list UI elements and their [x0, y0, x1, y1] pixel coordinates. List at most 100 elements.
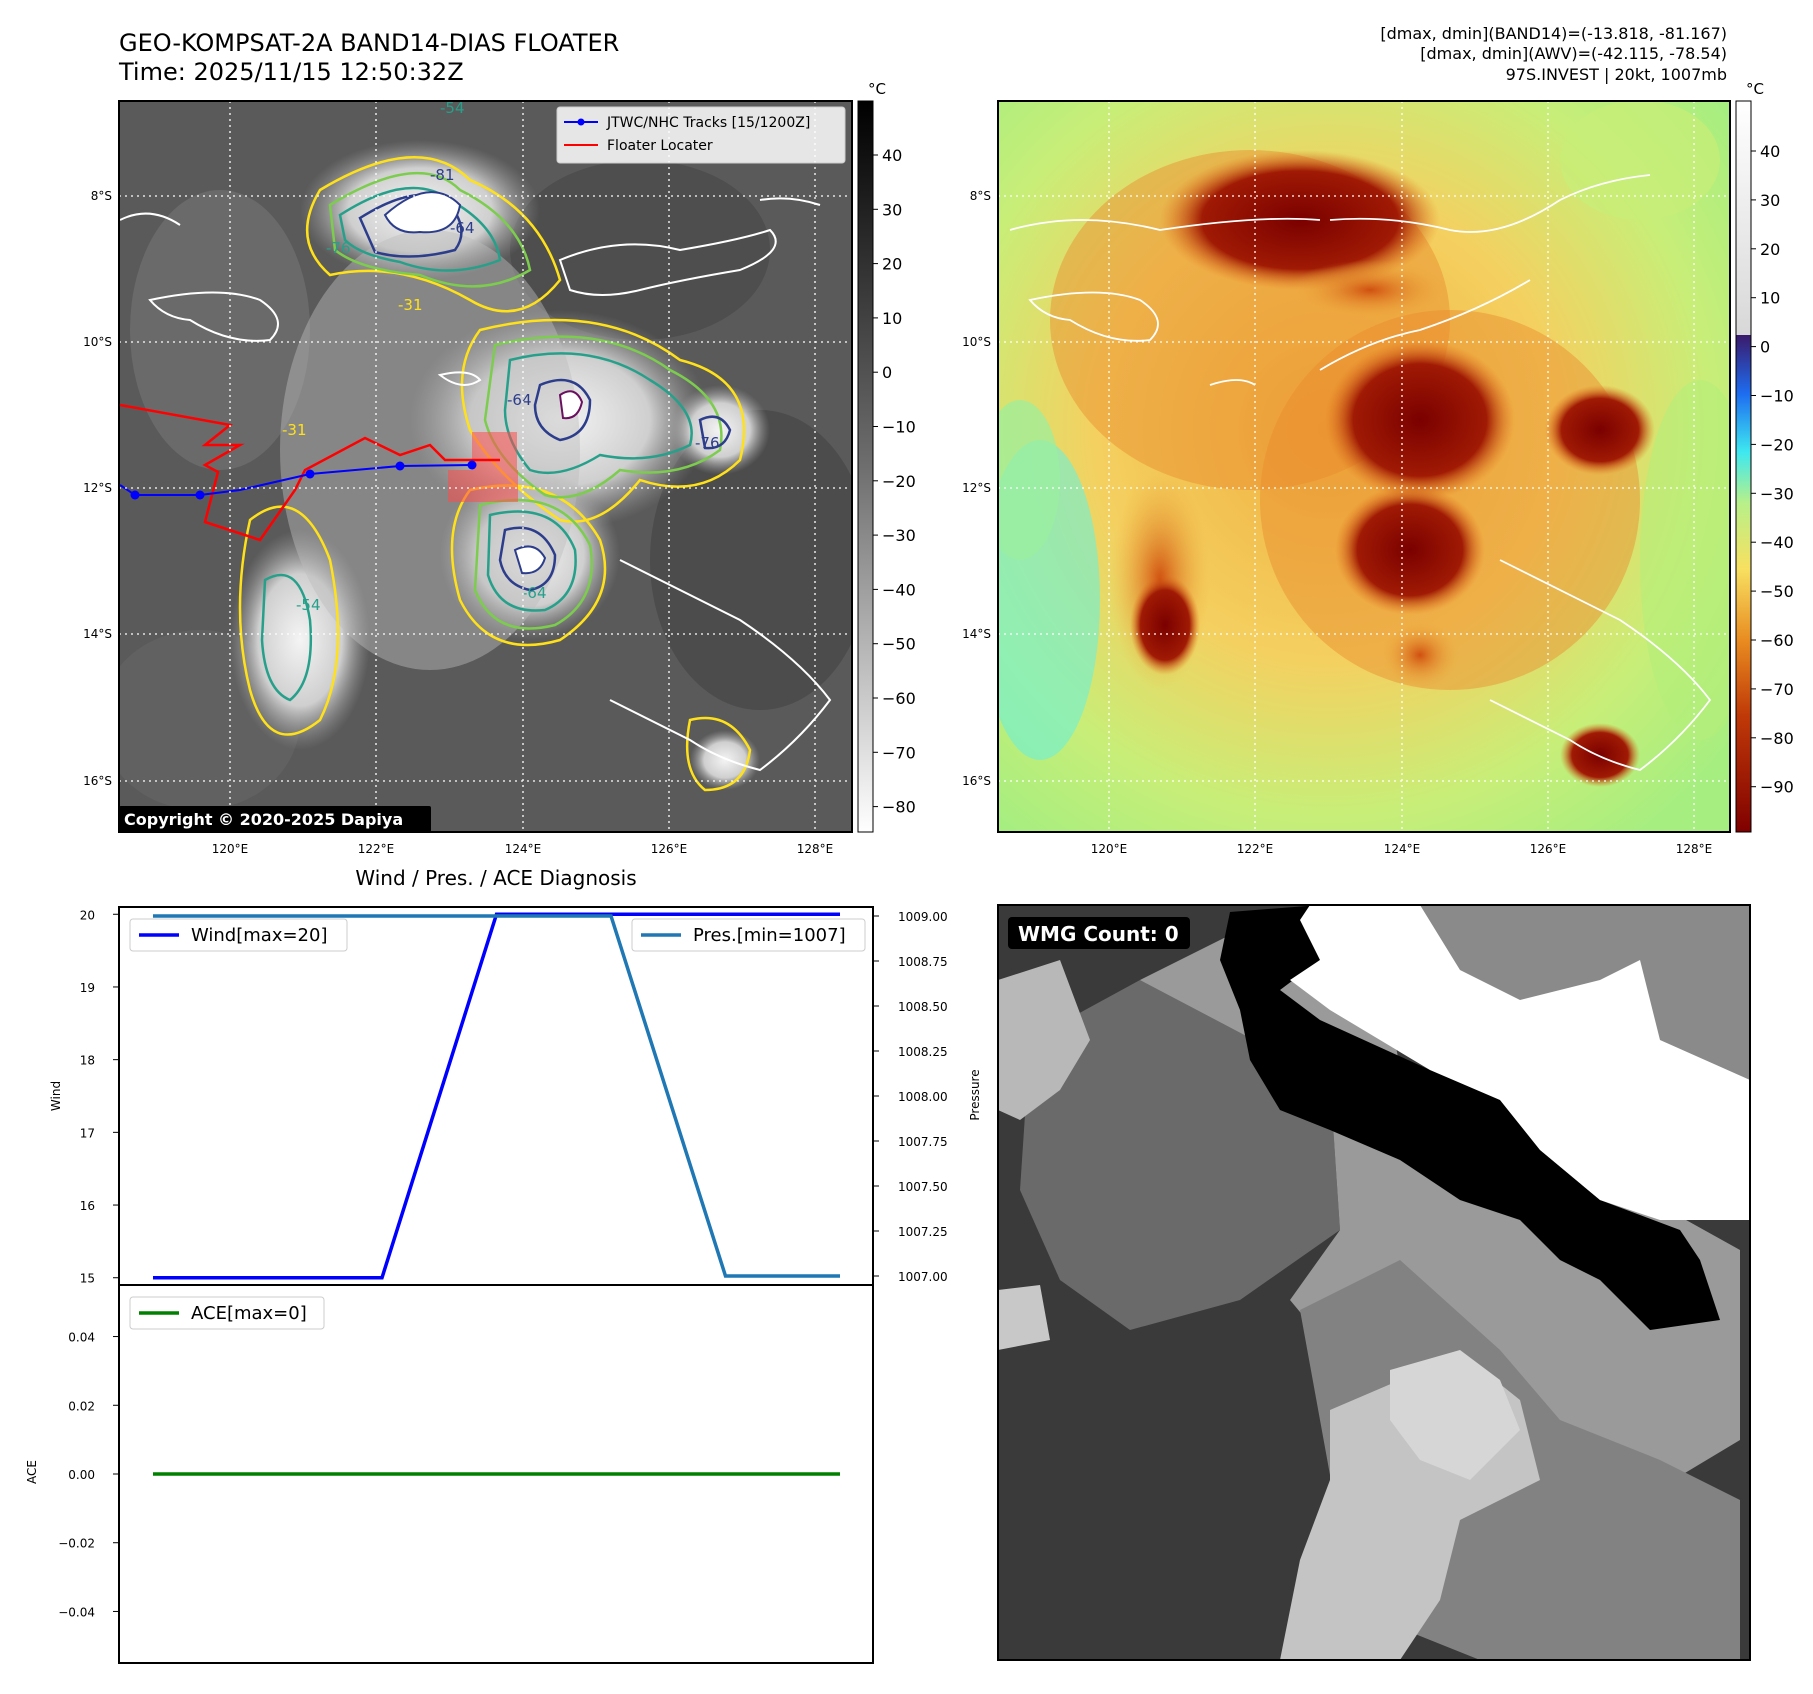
legend-ace: ACE[max=0]: [191, 1303, 307, 1324]
ir-lon-labels: 120°E 122°E 124°E 126°E 128°E: [212, 842, 834, 856]
info-storm: 97S.INVEST | 20kt, 1007mb: [1506, 65, 1727, 84]
colorbar-tick-label: −60: [1760, 631, 1794, 650]
figure-title: GEO-KOMPSAT-2A BAND14-DIAS FLOATER: [119, 29, 619, 57]
info-awv: [dmax, dmin](AWV)=(-42.115, -78.54): [1420, 44, 1727, 63]
figure-time: Time: 2025/11/15 12:50:32Z: [118, 58, 464, 86]
colorbar-tick-label: −50: [1760, 582, 1794, 601]
colorbar-tick-label: −70: [882, 743, 916, 762]
wmg-axis-label: Pressure: [968, 1069, 982, 1120]
legend-tracks: JTWC/NHC Tracks [15/1200Z]: [606, 115, 810, 131]
wind-tick-label: 20: [80, 908, 95, 922]
contour-label: -54: [296, 596, 321, 614]
diagnosis-title: Wind / Pres. / ACE Diagnosis: [355, 866, 636, 890]
colorbar-tick-label: 30: [882, 200, 902, 219]
lat-label: 16°S: [83, 774, 112, 788]
contour-label: -76: [326, 239, 351, 257]
wind-tick-label: 19: [80, 981, 95, 995]
ir-colorbar-unit: °C: [868, 80, 886, 98]
colorbar-tick-label: −30: [1760, 484, 1794, 503]
lat-label: 14°S: [83, 627, 112, 641]
lon-label: 124°E: [505, 842, 542, 856]
ir-map-frame: [118, 100, 853, 833]
colorbar-tick-label: 0: [882, 363, 892, 382]
colorbar-tick-label: −20: [1760, 435, 1794, 454]
colorbar-tick-label: −40: [1760, 533, 1794, 552]
ir-legend: JTWC/NHC Tracks [15/1200Z] Floater Locat…: [556, 106, 846, 164]
contour-label: -64: [507, 391, 532, 409]
wind-tick-label: 17: [80, 1126, 95, 1140]
ace-plot: 0.04 0.02 0.00 −0.02 −0.04 ACE ACE[max=0]: [25, 1284, 874, 1664]
colorbar-tick-label: 10: [1760, 289, 1780, 308]
awv-map-frame: [997, 100, 1731, 833]
lat-label: 10°S: [83, 335, 112, 349]
pres-tick-label: 1007.00: [898, 1270, 948, 1284]
legend-wind: Wind[max=20]: [191, 925, 328, 946]
awv-colorbar-unit: °C: [1746, 80, 1764, 98]
colorbar-tick-label: 40: [1760, 142, 1780, 161]
colorbar-tick-label: −80: [882, 798, 916, 817]
ace-legend: ACE[max=0]: [129, 1296, 325, 1330]
ir-colorbar: °C 40 30 20 10 0 −10 −20 −30 −40 −50 −60 −70 −80: [857, 80, 916, 833]
contour-label: -31: [398, 296, 423, 314]
lat-label: 14°S: [962, 627, 991, 641]
colorbar-tick-label: −40: [882, 580, 916, 599]
lat-label: 8°S: [91, 189, 112, 203]
ir-lat-labels: 8°S 10°S 12°S 14°S 16°S: [83, 189, 112, 788]
pres-tick-label: 1007.25: [898, 1225, 948, 1239]
colorbar-tick-label: −90: [1760, 778, 1794, 797]
lon-label: 124°E: [1384, 842, 1421, 856]
legend-pres: Pres.[min=1007]: [693, 925, 846, 946]
pres-tick-label: 1008.75: [898, 955, 948, 969]
colorbar-tick-label: 20: [1760, 240, 1780, 259]
pres-legend: Pres.[min=1007]: [631, 918, 866, 952]
colorbar-tick-label: −70: [1760, 680, 1794, 699]
pres-tick-label: 1007.50: [898, 1180, 948, 1194]
contour-label: -64: [450, 219, 475, 237]
wind-tick-label: 15: [80, 1272, 95, 1286]
lon-label: 122°E: [1237, 842, 1274, 856]
awv-lon-labels: 120°E 122°E 124°E 126°E 128°E: [1091, 842, 1713, 856]
ace-axis-label: ACE: [25, 1460, 39, 1484]
colorbar-tick-label: −10: [882, 418, 916, 437]
awv-lat-labels: 8°S 10°S 12°S 14°S 16°S: [962, 189, 991, 788]
contour-label: -31: [282, 421, 307, 439]
colorbar-tick-label: 20: [882, 255, 902, 274]
pressure-series-line: [153, 914, 840, 1278]
pres-tick-label: 1008.50: [898, 1000, 948, 1014]
wmg-count-label: WMG Count: 0: [1018, 922, 1179, 946]
contour-label: -81: [430, 166, 455, 184]
colorbar-tick-label: −10: [1760, 387, 1794, 406]
pres-tick-label: 1007.75: [898, 1135, 948, 1149]
pres-tick-label: 1008.25: [898, 1045, 948, 1059]
info-band14: [dmax, dmin](BAND14)=(-13.818, -81.167): [1380, 24, 1727, 43]
lat-label: 10°S: [962, 335, 991, 349]
wind-tick-label: 18: [80, 1054, 95, 1068]
wind-axis-label: Wind: [49, 1081, 63, 1111]
contour-label: -54: [440, 99, 465, 117]
lon-label: 128°E: [797, 842, 834, 856]
lon-label: 128°E: [1676, 842, 1713, 856]
lat-label: 12°S: [962, 481, 991, 495]
wmg-panel: WMG Count: 0 Pressure: [968, 904, 1751, 1661]
colorbar-tick-label: −80: [1760, 729, 1794, 748]
lon-label: 120°E: [1091, 842, 1128, 856]
copyright: Copyright © 2020-2025 Dapiya: [124, 810, 403, 829]
colorbar-tick-label: −20: [882, 472, 916, 491]
colorbar-tick-label: 30: [1760, 191, 1780, 210]
ace-tick-label: 0.04: [68, 1331, 95, 1345]
lon-label: 122°E: [358, 842, 395, 856]
legend-floater: Floater Locater: [607, 138, 713, 154]
wind-legend: Wind[max=20]: [129, 918, 348, 952]
lon-label: 126°E: [651, 842, 688, 856]
ace-tick-label: −0.04: [58, 1605, 95, 1619]
ace-tick-label: 0.00: [68, 1468, 95, 1482]
colorbar-tick-label: 40: [882, 146, 902, 165]
ir-map: -54 -64 -76 -81 -31 -64 -76 -54 -64 -31: [119, 99, 852, 832]
awv-map: [998, 101, 1730, 832]
colorbar-tick-label: −50: [882, 635, 916, 654]
lat-label: 12°S: [83, 481, 112, 495]
pres-tick-label: 1009.00: [898, 910, 948, 924]
colorbar-tick-label: −30: [882, 526, 916, 545]
lat-label: 8°S: [970, 189, 991, 203]
